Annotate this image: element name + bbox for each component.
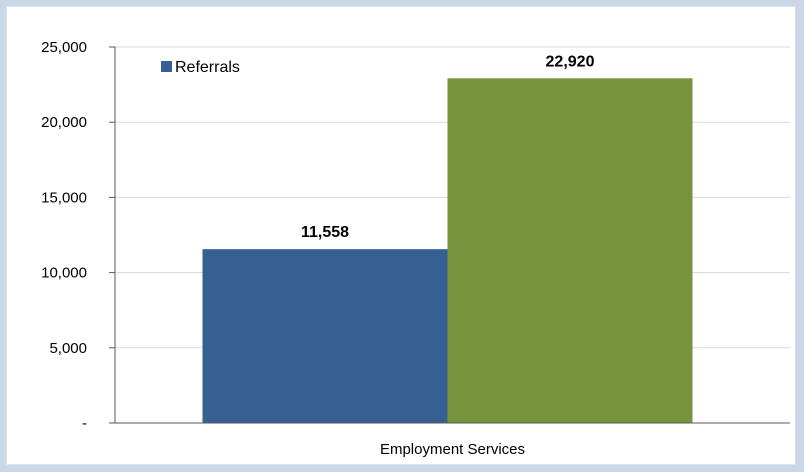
y-tick-label: 20,000 <box>41 114 87 131</box>
bar-series-2 <box>447 78 693 423</box>
legend-label: Referrals <box>175 59 240 76</box>
y-tick-label: 15,000 <box>41 189 87 206</box>
y-tick-label: 10,000 <box>41 265 87 282</box>
data-label: 22,920 <box>546 53 595 70</box>
y-tick-label: - <box>82 415 87 432</box>
bar-series-1 <box>202 249 448 423</box>
y-tick-label: 5,000 <box>49 340 87 357</box>
legend-swatch <box>161 61 172 72</box>
data-label: 11,558 <box>301 224 349 241</box>
x-category-label: Employment Services <box>380 441 525 458</box>
y-tick-label: 25,000 <box>41 39 87 56</box>
